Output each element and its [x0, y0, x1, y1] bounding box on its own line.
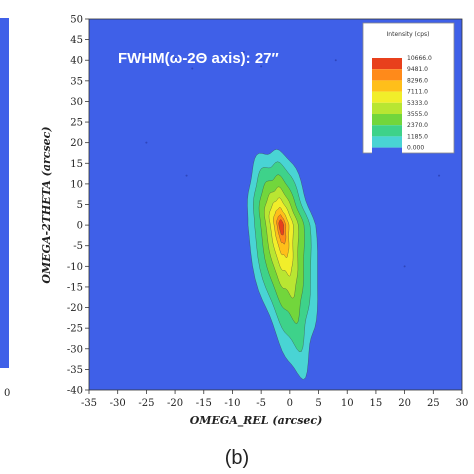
y-tick-label: 5	[77, 200, 83, 211]
x-tick-label: 0	[287, 398, 293, 409]
left-panel-tick: 0	[4, 388, 10, 399]
legend-swatch	[372, 136, 402, 148]
y-tick-label: 20	[70, 138, 83, 149]
legend-swatch	[372, 58, 402, 70]
legend-value: 0.000	[407, 145, 424, 152]
legend-value: 5333.0	[407, 100, 428, 107]
noise-speckle	[242, 50, 245, 53]
noise-speckle	[191, 67, 194, 70]
noise-speckle	[334, 59, 337, 62]
y-tick-label: -15	[67, 282, 83, 293]
noise-speckle	[145, 141, 148, 144]
legend-value: 9481.0	[407, 66, 428, 73]
legend-swatch	[372, 91, 402, 103]
left-panel-edge	[0, 18, 9, 368]
y-tick-label: -5	[73, 241, 83, 252]
y-tick-label: 50	[70, 15, 83, 26]
x-tick-label: -35	[81, 398, 97, 409]
x-tick-label: 20	[398, 398, 411, 409]
legend-value: 3555.0	[407, 111, 428, 118]
y-tick-label: -35	[67, 365, 83, 376]
fwhm-annotation: FWHM(ω-2Θ axis): 27″	[118, 50, 279, 67]
x-axis-label: OMEGA_REL (arcsec)	[190, 414, 323, 428]
x-tick-label: -30	[110, 398, 126, 409]
y-tick-label: -30	[67, 344, 83, 355]
y-tick-label: 15	[70, 159, 83, 170]
noise-speckle	[133, 59, 136, 62]
noise-speckle	[174, 57, 177, 60]
x-tick-label: -15	[196, 398, 212, 409]
legend-value: 8296.0	[407, 77, 428, 84]
legend-value: 2370.0	[407, 122, 428, 129]
x-tick-label: 25	[427, 398, 440, 409]
y-tick-label: -10	[67, 262, 83, 273]
contour-level-10666.0	[278, 219, 285, 236]
x-tick-label: 30	[456, 398, 469, 409]
y-tick-label: 10	[70, 179, 83, 190]
legend-value: 7111.0	[407, 89, 428, 96]
x-tick-label: -25	[138, 398, 154, 409]
y-tick-label: -20	[67, 303, 83, 314]
y-tick-label: 40	[70, 56, 83, 67]
y-tick-label: 35	[70, 76, 83, 87]
y-tick-label: -40	[67, 386, 83, 397]
legend-swatch	[372, 102, 402, 114]
legend-swatch	[372, 114, 402, 126]
noise-speckle	[260, 65, 263, 68]
y-tick-label: 30	[70, 97, 83, 108]
x-tick-label: 5	[315, 398, 321, 409]
noise-speckle	[403, 265, 406, 268]
legend-swatch	[372, 80, 402, 92]
y-tick-label: -25	[67, 324, 83, 335]
noise-speckle	[438, 174, 441, 177]
legend-swatch	[372, 147, 402, 159]
noise-speckle	[185, 174, 188, 177]
legend-value: 1185.0	[407, 133, 428, 140]
x-tick-label: 15	[370, 398, 383, 409]
legend: Intensity (cps) 10666.0 9481.0 8296.0 7111.…	[362, 22, 455, 159]
legend-value: 10666.0	[407, 55, 432, 62]
legend-swatch	[372, 125, 402, 137]
y-tick-label: 0	[77, 221, 83, 232]
legend-title: Intensity (cps)	[387, 31, 430, 38]
noise-speckle	[139, 50, 142, 53]
x-tick-label: -10	[224, 398, 240, 409]
background-noise	[133, 42, 441, 268]
y-tick-label: 45	[70, 35, 83, 46]
y-axis-ticks: -40 -35 -30 -25 -20 -15 -10 -5 0 5 10 15 20 25 30 35 40 4…	[67, 15, 89, 397]
x-tick-label: 10	[341, 398, 354, 409]
x-tick-label: -5	[256, 398, 266, 409]
x-axis-ticks: -35 -30 -25 -20 -15 -10 -5 0 5 10 15 20 25 30	[81, 390, 468, 409]
contour-map	[247, 149, 318, 380]
y-tick-label: 25	[70, 118, 83, 129]
legend-swatch	[372, 69, 402, 81]
y-axis-label: OMEGA-2THETA (arcsec)	[40, 126, 53, 283]
x-tick-label: -20	[167, 398, 183, 409]
panel-label: (b)	[225, 447, 249, 469]
